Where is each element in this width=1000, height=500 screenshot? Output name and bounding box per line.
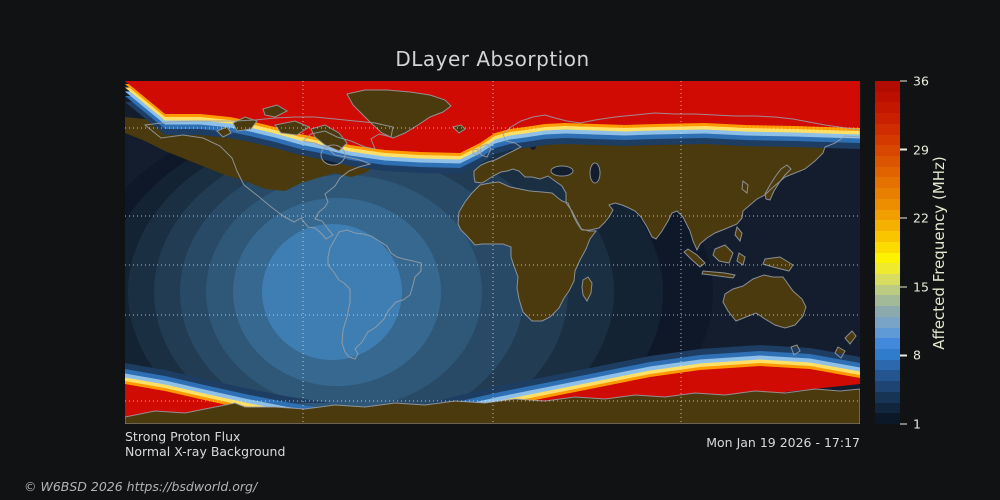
colorbar-step — [875, 220, 900, 232]
colorbar-step — [875, 198, 900, 210]
xray-background-status: Normal X-ray Background — [125, 444, 286, 459]
page-title: DLayer Absorption — [395, 47, 590, 71]
proton-flux-status: Strong Proton Flux — [125, 429, 241, 444]
colorbar-step — [875, 295, 900, 307]
colorbar-step — [875, 316, 900, 328]
colorbar-step — [875, 123, 900, 135]
colorbar-tick: 22 — [900, 211, 929, 226]
colorbar-tick: 1 — [900, 417, 921, 432]
colorbar-step — [875, 209, 900, 221]
colorbar-step — [875, 306, 900, 317]
colorbar-step — [875, 338, 900, 349]
colorbar-step — [875, 177, 900, 189]
colorbar-step — [875, 413, 900, 424]
colorbar-step — [875, 241, 900, 253]
colorbar-step — [875, 91, 900, 103]
colorbar-step — [875, 284, 900, 296]
colorbar-step — [875, 81, 900, 92]
colorbar-step — [875, 166, 900, 178]
colorbar-step — [875, 327, 900, 339]
colorbar-step — [875, 359, 900, 371]
world-absorption-map — [125, 81, 860, 424]
colorbar-step — [875, 156, 900, 167]
colorbar-step — [875, 231, 900, 242]
colorbar-step — [875, 263, 900, 274]
colorbar — [875, 81, 900, 424]
colorbar-step — [875, 381, 900, 392]
colorbar-step — [875, 370, 900, 382]
colorbar-axis-label: Affected Frequency (MHz) — [930, 155, 948, 350]
colorbar-tick: 15 — [900, 279, 929, 294]
colorbar-step — [875, 188, 900, 199]
colorbar-step — [875, 402, 900, 414]
copyright: © W6BSD 2026 https://bsdworld.org/ — [24, 479, 258, 494]
status-text: Strong Proton Flux Normal X-ray Backgrou… — [125, 429, 285, 459]
colorbar-tick: 8 — [900, 348, 921, 363]
colorbar-tick: 36 — [900, 74, 929, 89]
map-image — [125, 81, 860, 424]
coastlines — [125, 89, 860, 424]
colorbar-step — [875, 102, 900, 114]
colorbar-step — [875, 134, 900, 146]
colorbar-step — [875, 348, 900, 360]
colorbar-step — [875, 273, 900, 285]
colorbar-step — [875, 113, 900, 124]
colorbar-step — [875, 145, 900, 157]
timestamp: Mon Jan 19 2026 - 17:17 — [706, 435, 860, 450]
colorbar-step — [875, 252, 900, 264]
colorbar-tick: 29 — [900, 142, 929, 157]
gridlines — [125, 81, 860, 424]
colorbar-step — [875, 391, 900, 403]
colorbar-ticks: 36 29 22 15 8 1 — [900, 74, 960, 432]
